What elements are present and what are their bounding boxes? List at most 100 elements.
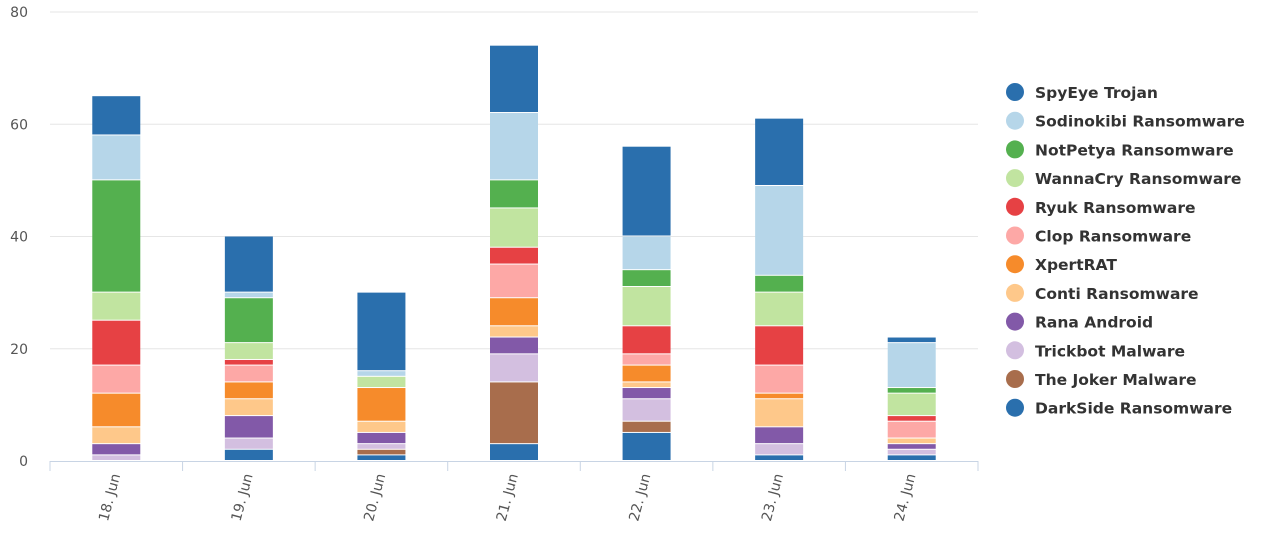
bar-segment-wannacry-ransomware[interactable] <box>224 343 273 359</box>
bar-segment-xpertrat[interactable] <box>92 393 141 427</box>
bar-segment-trickbot-malware[interactable] <box>887 449 936 455</box>
legend[interactable]: SpyEye Trojan Sodinokibi Ransomware NotPet… <box>1006 83 1245 418</box>
bar-segment-sodinokibi-ransomware[interactable] <box>224 292 273 298</box>
bar-segment-spyeye-trojan[interactable] <box>357 292 406 371</box>
x-tick-label: 20. Jun <box>361 472 389 523</box>
bar-segment-conti-ransomware[interactable] <box>622 382 671 388</box>
bar-segment-trickbot-malware[interactable] <box>755 444 804 455</box>
bar-segment-sodinokibi-ransomware[interactable] <box>622 236 671 270</box>
bar-segment-rana-android[interactable] <box>92 444 141 455</box>
bar-segment-darkside-ransomware[interactable] <box>755 455 804 460</box>
bar-segment-clop-ransomware[interactable] <box>622 354 671 365</box>
bar-segment-conti-ransomware[interactable] <box>755 399 804 427</box>
legend-item[interactable]: Rana Android <box>1006 312 1153 332</box>
legend-swatch <box>1006 83 1024 101</box>
bar-segment-notpetya-ransomware[interactable] <box>622 270 671 287</box>
bar-segment-conti-ransomware[interactable] <box>490 326 538 337</box>
bar-segment-spyeye-trojan[interactable] <box>755 118 804 185</box>
bar-segment-wannacry-ransomware[interactable] <box>887 393 936 416</box>
x-tick-label: 19. Jun <box>229 472 257 523</box>
bar-segment-spyeye-trojan[interactable] <box>622 146 671 236</box>
bar-segment-clop-ransomware[interactable] <box>224 365 273 382</box>
legend-label: WannaCry Ransomware <box>1035 170 1241 188</box>
bar-segment-sodinokibi-ransomware[interactable] <box>887 343 936 388</box>
bar-segment-spyeye-trojan[interactable] <box>92 96 141 135</box>
bar-segment-conti-ransomware[interactable] <box>887 438 936 444</box>
bar-segment-wannacry-ransomware[interactable] <box>92 292 141 320</box>
bar-segment-spyeye-trojan[interactable] <box>887 337 936 343</box>
bar-segment-ryuk-ransomware[interactable] <box>887 416 936 421</box>
legend-item[interactable]: NotPetya Ransomware <box>1006 140 1234 159</box>
bar-segment-trickbot-malware[interactable] <box>490 354 538 382</box>
bar-segment-spyeye-trojan[interactable] <box>224 236 273 292</box>
bar-segment-the-joker-malware[interactable] <box>357 449 406 455</box>
bar-segment-clop-ransomware[interactable] <box>887 421 936 438</box>
legend-item[interactable]: The Joker Malware <box>1006 370 1197 389</box>
bar-segment-notpetya-ransomware[interactable] <box>887 388 936 393</box>
bar-segment-xpertrat[interactable] <box>490 298 538 326</box>
bar-segment-xpertrat[interactable] <box>622 365 671 382</box>
bar-segment-notpetya-ransomware[interactable] <box>92 180 141 292</box>
legend-item[interactable]: WannaCry Ransomware <box>1006 169 1241 188</box>
bar-segment-wannacry-ransomware[interactable] <box>622 287 671 326</box>
bar-segment-ryuk-ransomware[interactable] <box>92 320 141 365</box>
bar-segment-sodinokibi-ransomware[interactable] <box>490 113 538 180</box>
legend-item[interactable]: Ryuk Ransomware <box>1006 197 1195 217</box>
bar-segment-darkside-ransomware[interactable] <box>224 449 273 460</box>
x-tick-label: 22. Jun <box>626 472 654 523</box>
legend-item[interactable]: Clop Ransomware <box>1006 226 1191 246</box>
legend-label: Sodinokibi Ransomware <box>1035 113 1245 131</box>
bar-segment-sodinokibi-ransomware[interactable] <box>755 185 804 275</box>
legend-label: NotPetya Ransomware <box>1035 141 1234 159</box>
bar-segment-ryuk-ransomware[interactable] <box>622 326 671 354</box>
bar-segment-rana-android[interactable] <box>224 416 273 438</box>
bar-segment-wannacry-ransomware[interactable] <box>755 292 804 326</box>
legend-swatch <box>1006 140 1024 159</box>
bar-segment-conti-ransomware[interactable] <box>224 399 273 416</box>
bar-segment-rana-android[interactable] <box>622 388 671 399</box>
bar-segment-clop-ransomware[interactable] <box>755 365 804 393</box>
bar-segment-notpetya-ransomware[interactable] <box>490 180 538 208</box>
bar-segment-the-joker-malware[interactable] <box>490 382 538 444</box>
bar-segment-rana-android[interactable] <box>357 432 406 444</box>
bar-segment-darkside-ransomware[interactable] <box>622 432 671 460</box>
bar-segment-trickbot-malware[interactable] <box>92 455 141 460</box>
bar-segment-darkside-ransomware[interactable] <box>357 455 406 460</box>
legend-item[interactable]: SpyEye Trojan <box>1006 83 1158 102</box>
legend-item[interactable]: Conti Ransomware <box>1006 283 1199 303</box>
x-tick-label: 24. Jun <box>892 472 920 523</box>
bar-segment-darkside-ransomware[interactable] <box>490 444 538 460</box>
bar-segment-darkside-ransomware[interactable] <box>887 455 936 460</box>
bar-segment-sodinokibi-ransomware[interactable] <box>92 135 141 180</box>
legend-swatch <box>1006 197 1024 216</box>
bar-segment-rana-android[interactable] <box>755 427 804 444</box>
bar-segment-ryuk-ransomware[interactable] <box>755 326 804 365</box>
x-tick-label: 18. Jun <box>96 472 124 523</box>
legend-item[interactable]: Trickbot Malware <box>1006 341 1185 360</box>
bar-segment-the-joker-malware[interactable] <box>622 421 671 432</box>
legend-label: XpertRAT <box>1035 256 1117 274</box>
legend-item[interactable]: Sodinokibi Ransomware <box>1006 111 1245 131</box>
bar-segment-clop-ransomware[interactable] <box>490 264 538 298</box>
bar-segment-xpertrat[interactable] <box>357 388 406 421</box>
bar-segment-spyeye-trojan[interactable] <box>490 45 538 113</box>
bar-segment-conti-ransomware[interactable] <box>92 427 141 444</box>
bar-segment-ryuk-ransomware[interactable] <box>224 359 273 365</box>
bar-segment-wannacry-ransomware[interactable] <box>357 376 406 388</box>
bar-segment-notpetya-ransomware[interactable] <box>224 298 273 343</box>
bar-segment-rana-android[interactable] <box>887 444 936 449</box>
bar-segment-sodinokibi-ransomware[interactable] <box>357 371 406 376</box>
bar-segment-notpetya-ransomware[interactable] <box>755 275 804 292</box>
bar-segment-conti-ransomware[interactable] <box>357 421 406 432</box>
bar-segment-xpertrat[interactable] <box>755 393 804 399</box>
bar-segment-rana-android[interactable] <box>490 337 538 354</box>
bar-segment-clop-ransomware[interactable] <box>92 365 141 393</box>
bar-segment-trickbot-malware[interactable] <box>357 444 406 449</box>
bar-segment-wannacry-ransomware[interactable] <box>490 208 538 247</box>
bar-segment-trickbot-malware[interactable] <box>224 438 273 449</box>
legend-item[interactable]: XpertRAT <box>1006 255 1117 274</box>
legend-item[interactable]: DarkSide Ransomware <box>1006 398 1232 418</box>
bar-segment-trickbot-malware[interactable] <box>622 399 671 421</box>
bar-segment-xpertrat[interactable] <box>224 382 273 399</box>
bar-segment-ryuk-ransomware[interactable] <box>490 247 538 264</box>
